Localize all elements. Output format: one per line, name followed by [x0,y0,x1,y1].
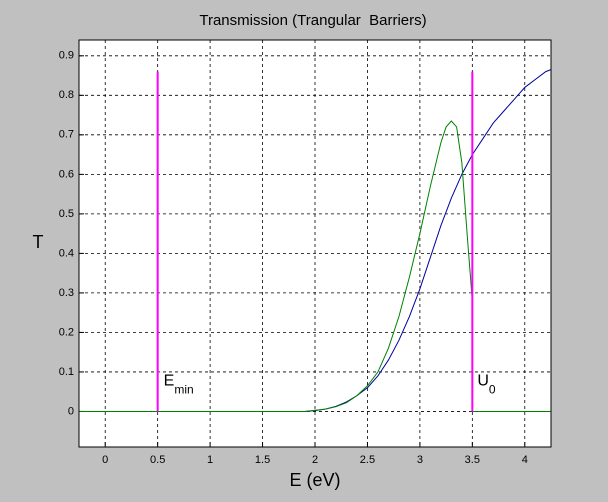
y-tick-label: 0.3 [59,287,74,299]
x-tick-label: 0.5 [150,454,165,466]
x-tick-label: 0 [102,454,108,466]
annotation: U0 [477,373,496,397]
chart-title: Transmission (Trangular Barriers) [199,12,426,29]
annotation: Emin [164,373,194,397]
x-tick-label: 2.5 [360,454,375,466]
annotation-text: E [164,373,175,390]
annotation-subscript: 0 [489,383,496,397]
y-tick-label: 0.8 [59,89,74,101]
y-tick-label: 0.1 [59,366,74,378]
x-axis-label: E (eV) [289,470,340,490]
y-tick-label: 0.5 [59,208,74,220]
data-line [79,120,551,412]
x-tick-label: 2 [312,454,318,466]
x-tick-label: 4 [522,454,528,466]
annotation-text: U [477,373,489,390]
data-line [304,69,551,412]
y-tick-label: 0.7 [59,129,74,141]
axes-box [78,39,552,448]
y-axis-label: T [33,232,44,252]
plot-area [79,69,551,412]
x-tick-label: 1 [207,454,213,466]
y-tick-label: 0.2 [59,326,74,338]
y-tick-label: 0 [68,405,74,417]
x-tick-label: 3.5 [465,454,480,466]
annotation-subscript: min [174,383,193,397]
x-tick-label: 1.5 [255,454,270,466]
y-tick-label: 0.4 [59,247,74,259]
x-tick-label: 3 [417,454,423,466]
y-tick-label: 0.6 [59,168,74,180]
y-tick-label: 0.9 [59,50,74,62]
